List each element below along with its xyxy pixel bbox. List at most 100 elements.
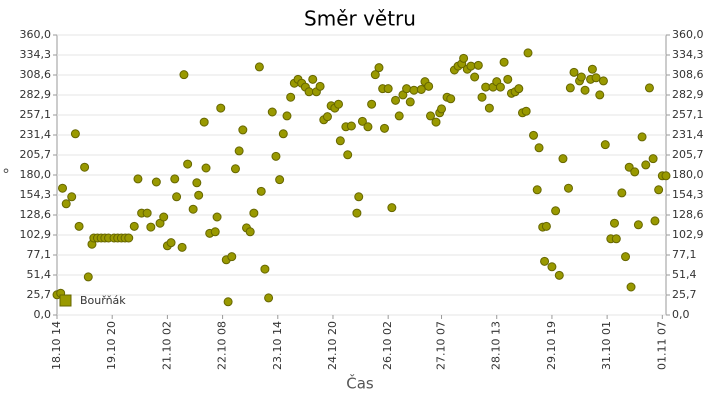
- point: [541, 221, 551, 231]
- point: [644, 83, 654, 93]
- point: [352, 208, 362, 218]
- point: [61, 199, 71, 209]
- point: [245, 227, 255, 237]
- y-tick-label: 128,6: [20, 208, 52, 221]
- point: [611, 234, 621, 244]
- point: [565, 83, 575, 93]
- y2-tick-label: 102,9: [672, 228, 704, 241]
- point: [416, 84, 426, 94]
- point: [529, 130, 539, 140]
- point: [146, 222, 156, 232]
- point: [367, 99, 377, 109]
- x-tick-label: 23.10 14: [271, 321, 284, 370]
- x-tick-label: 19.10 20: [105, 321, 118, 370]
- x-tick-label: 24.10 20: [326, 321, 339, 370]
- point: [216, 103, 226, 113]
- y-tick-label: 257,1: [20, 108, 52, 121]
- point: [600, 140, 610, 150]
- point: [249, 208, 259, 218]
- point: [271, 151, 281, 161]
- point: [617, 188, 627, 198]
- point: [370, 70, 380, 80]
- y-axis-title: °: [2, 166, 10, 184]
- x-axis-title: Čas: [346, 374, 374, 393]
- legend-swatch: [59, 294, 72, 307]
- point: [346, 121, 356, 131]
- x-tick-label: 28.10 13: [490, 321, 503, 370]
- y2-tick-label: 25,7: [672, 288, 697, 301]
- y-tick-label: 205,7: [20, 148, 52, 161]
- point: [212, 212, 222, 222]
- point: [304, 87, 314, 97]
- point: [379, 123, 389, 133]
- x-tick-label: 27.10 07: [435, 321, 448, 370]
- legend-label: Bouřňák: [80, 294, 126, 307]
- point: [264, 293, 274, 303]
- point: [405, 97, 415, 107]
- point: [374, 63, 384, 73]
- y2-tick-label: 308,6: [672, 68, 704, 81]
- y2-tick-label: 282,9: [672, 88, 704, 101]
- point: [587, 64, 597, 74]
- point: [580, 85, 590, 95]
- point: [554, 270, 564, 280]
- point: [133, 174, 143, 184]
- point: [661, 171, 671, 181]
- point: [70, 129, 80, 139]
- point: [534, 143, 544, 153]
- y2-tick-label: 257,1: [672, 108, 704, 121]
- point: [473, 60, 483, 70]
- point: [641, 160, 651, 170]
- point: [282, 111, 292, 121]
- point: [159, 212, 169, 222]
- point: [547, 262, 557, 272]
- point: [83, 272, 93, 282]
- point: [551, 206, 561, 216]
- x-tick-label: 21.10 02: [160, 321, 173, 370]
- point: [409, 85, 419, 95]
- x-tick-label: 18.10 14: [50, 321, 63, 370]
- y2-tick-label: 360,0: [672, 28, 704, 41]
- x-tick-label: 31.10 01: [600, 321, 613, 370]
- point: [391, 95, 401, 105]
- point: [58, 183, 68, 193]
- point: [446, 94, 456, 104]
- x-tick-label: 29.10 19: [545, 321, 558, 370]
- point: [425, 111, 435, 121]
- point: [609, 218, 619, 228]
- point: [188, 204, 198, 214]
- point: [172, 192, 182, 202]
- y-tick-label: 308,6: [20, 68, 52, 81]
- point: [499, 57, 509, 67]
- point: [540, 256, 550, 266]
- point: [256, 186, 266, 196]
- point: [459, 53, 469, 63]
- point: [654, 185, 664, 195]
- y-tick-label: 102,9: [20, 228, 52, 241]
- y-tick-label: 231,4: [20, 128, 52, 141]
- y-tick-label: 0,0: [34, 308, 52, 321]
- point: [201, 163, 211, 173]
- point: [223, 297, 233, 307]
- point: [495, 82, 505, 92]
- y2-tick-label: 154,3: [672, 188, 704, 201]
- point: [484, 103, 494, 113]
- point: [234, 146, 244, 156]
- point: [343, 150, 353, 160]
- point: [177, 242, 187, 252]
- point: [230, 164, 240, 174]
- point: [227, 252, 237, 262]
- point: [151, 177, 161, 187]
- point: [595, 90, 605, 100]
- point: [402, 84, 412, 94]
- point: [569, 67, 579, 77]
- point: [286, 92, 296, 102]
- y2-tick-label: 205,7: [672, 148, 704, 161]
- y-tick-label: 282,9: [20, 88, 52, 101]
- point: [387, 203, 397, 213]
- point: [335, 136, 345, 146]
- chart-title: Směr větru: [304, 7, 416, 31]
- point: [394, 111, 404, 121]
- point: [210, 227, 220, 237]
- point: [563, 183, 573, 193]
